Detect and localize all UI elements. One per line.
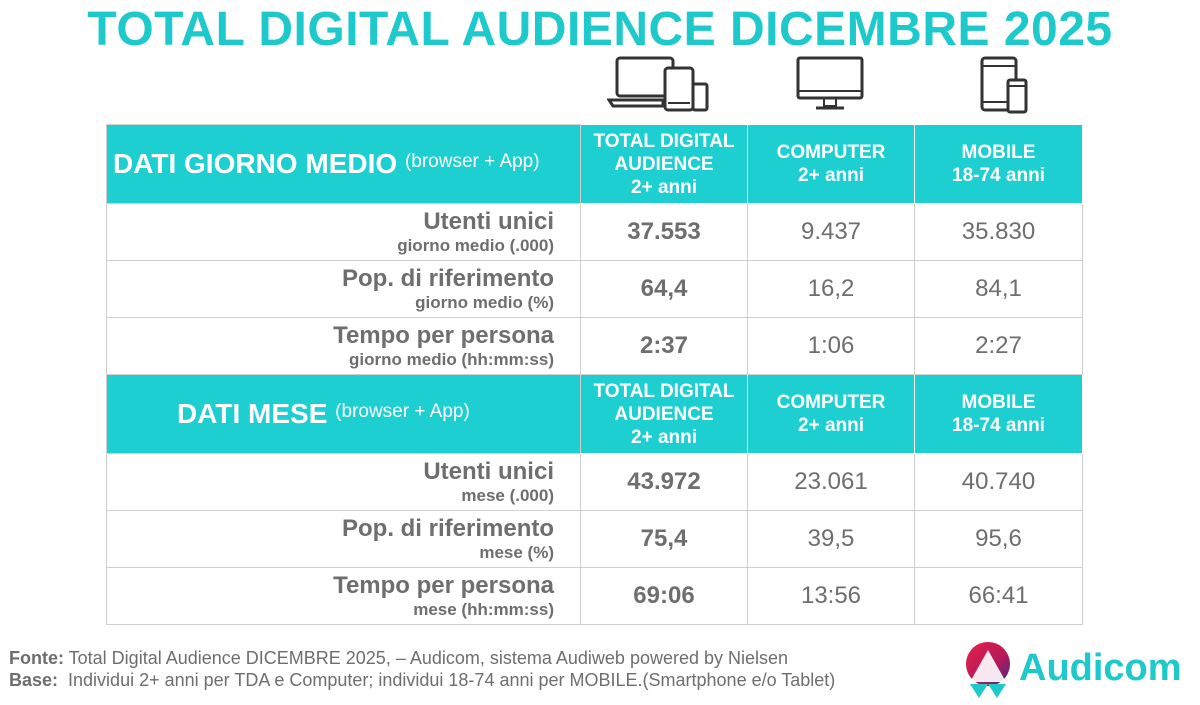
col-mobile-line1: MOBILE [961, 392, 1036, 413]
row-label-main: Pop. di riferimento [341, 514, 554, 542]
row-label: Pop. di riferimento giorno medio (%) [106, 260, 581, 318]
footer-fonte: Fonte: Total Digital Audience DICEMBRE 2… [9, 647, 835, 669]
value-computer: 39,5 [747, 510, 915, 568]
value-computer: 23.061 [747, 453, 915, 511]
col-computer-line1: COMPUTER [776, 142, 886, 163]
value-total: 69:06 [580, 567, 748, 625]
logo-text: Audicom [1019, 647, 1182, 689]
value-total: 37.553 [580, 203, 748, 261]
value-mobile: 35.830 [914, 203, 1083, 261]
row-label-sub: giorno medio (hh:mm:ss) [349, 349, 554, 369]
smartphone-tablet-icon [978, 56, 1034, 116]
value-computer: 13:56 [747, 567, 915, 625]
value-computer: 1:06 [747, 317, 915, 375]
mese-title-sub: (browser + App) [335, 401, 470, 422]
col-mobile-line2: 18-74 anni [952, 415, 1045, 436]
col-total-line2: AUDIENCE [614, 403, 714, 425]
fonte-label: Fonte: [9, 648, 64, 668]
table-row: Pop. di riferimento mese (%) 75,4 39,5 9… [106, 510, 1083, 568]
col-total-line3: 2+ anni [631, 426, 697, 448]
row-label: Tempo per persona giorno medio (hh:mm:ss… [106, 317, 581, 375]
col-computer-line2: 2+ anni [798, 165, 864, 186]
giorno-header-row: DATI GIORNO MEDIO (browser + App) TOTAL … [106, 124, 1083, 204]
row-label: Utenti unici giorno medio (.000) [106, 203, 581, 261]
col-total-line3: 2+ anni [631, 176, 697, 198]
value-mobile: 2:27 [914, 317, 1083, 375]
row-label: Utenti unici mese (.000) [106, 453, 581, 511]
mese-header-row: DATI MESE (browser + App) TOTAL DIGITAL … [106, 374, 1083, 454]
col-total-line1: TOTAL DIGITAL [593, 130, 735, 152]
base-label: Base: [9, 670, 59, 690]
row-label-main: Pop. di riferimento [341, 264, 554, 292]
mese-col-total: TOTAL DIGITAL AUDIENCE 2+ anni [580, 374, 748, 454]
row-label-sub: mese (.000) [461, 485, 554, 505]
table-row: Utenti unici giorno medio (.000) 37.553 … [106, 203, 1083, 261]
row-label-sub: giorno medio (.000) [397, 235, 554, 255]
value-total: 43.972 [580, 453, 748, 511]
giorno-section-title: DATI GIORNO MEDIO (browser + App) [106, 124, 581, 204]
base-text: Individui 2+ anni per TDA e Computer; in… [58, 670, 836, 690]
giorno-title-sub: (browser + App) [404, 151, 540, 172]
value-mobile: 40.740 [914, 453, 1083, 511]
table-row: Tempo per persona mese (hh:mm:ss) 69:06 … [106, 567, 1083, 625]
mese-col-computer: COMPUTER 2+ anni [747, 374, 915, 454]
row-label-sub: mese (%) [479, 542, 554, 562]
giorno-title-text: DATI GIORNO MEDIO [113, 148, 398, 179]
row-label-main: Utenti unici [423, 207, 554, 235]
row-label-main: Utenti unici [423, 457, 554, 485]
page-title: TOTAL DIGITAL AUDIENCE DICEMBRE 2025 [87, 3, 1113, 56]
col-total-line2: AUDIENCE [614, 153, 714, 175]
value-total: 2:37 [580, 317, 748, 375]
giorno-col-computer: COMPUTER 2+ anni [747, 124, 915, 204]
desktop-monitor-icon [796, 56, 864, 112]
table-row: Tempo per persona giorno medio (hh:mm:ss… [106, 317, 1083, 375]
col-computer-line2: 2+ anni [798, 415, 864, 436]
value-total: 64,4 [580, 260, 748, 318]
table-row: Utenti unici mese (.000) 43.972 23.061 4… [106, 453, 1083, 511]
giorno-col-total: TOTAL DIGITAL AUDIENCE 2+ anni [580, 124, 748, 204]
mese-col-mobile: MOBILE 18-74 anni [914, 374, 1083, 454]
col-computer-line1: COMPUTER [776, 392, 886, 413]
col-total-line1: TOTAL DIGITAL [593, 380, 735, 402]
fonte-text: Total Digital Audience DICEMBRE 2025, – … [63, 648, 789, 668]
footer-notes: Fonte: Total Digital Audience DICEMBRE 2… [9, 647, 835, 691]
row-label: Pop. di riferimento mese (%) [106, 510, 581, 568]
devices-icon [607, 56, 711, 116]
row-label-sub: giorno medio (%) [415, 292, 554, 312]
value-total: 75,4 [580, 510, 748, 568]
table-row: Pop. di riferimento giorno medio (%) 64,… [106, 260, 1083, 318]
mese-title-text: DATI MESE [177, 398, 328, 429]
col-mobile-line1: MOBILE [961, 142, 1036, 163]
value-mobile: 95,6 [914, 510, 1083, 568]
row-label-sub: mese (hh:mm:ss) [413, 599, 554, 619]
row-label-main: Tempo per persona [333, 321, 554, 349]
value-mobile: 84,1 [914, 260, 1083, 318]
giorno-col-mobile: MOBILE 18-74 anni [914, 124, 1083, 204]
value-mobile: 66:41 [914, 567, 1083, 625]
row-label-main: Tempo per persona [333, 571, 554, 599]
audicom-logo-icon [962, 640, 1016, 705]
col-mobile-line2: 18-74 anni [952, 165, 1045, 186]
mese-section-title: DATI MESE (browser + App) [106, 374, 581, 454]
row-label: Tempo per persona mese (hh:mm:ss) [106, 567, 581, 625]
value-computer: 9.437 [747, 203, 915, 261]
value-computer: 16,2 [747, 260, 915, 318]
footer-base: Base: Individui 2+ anni per TDA e Comput… [9, 669, 835, 691]
audience-table: DATI GIORNO MEDIO (browser + App) TOTAL … [106, 124, 1083, 625]
